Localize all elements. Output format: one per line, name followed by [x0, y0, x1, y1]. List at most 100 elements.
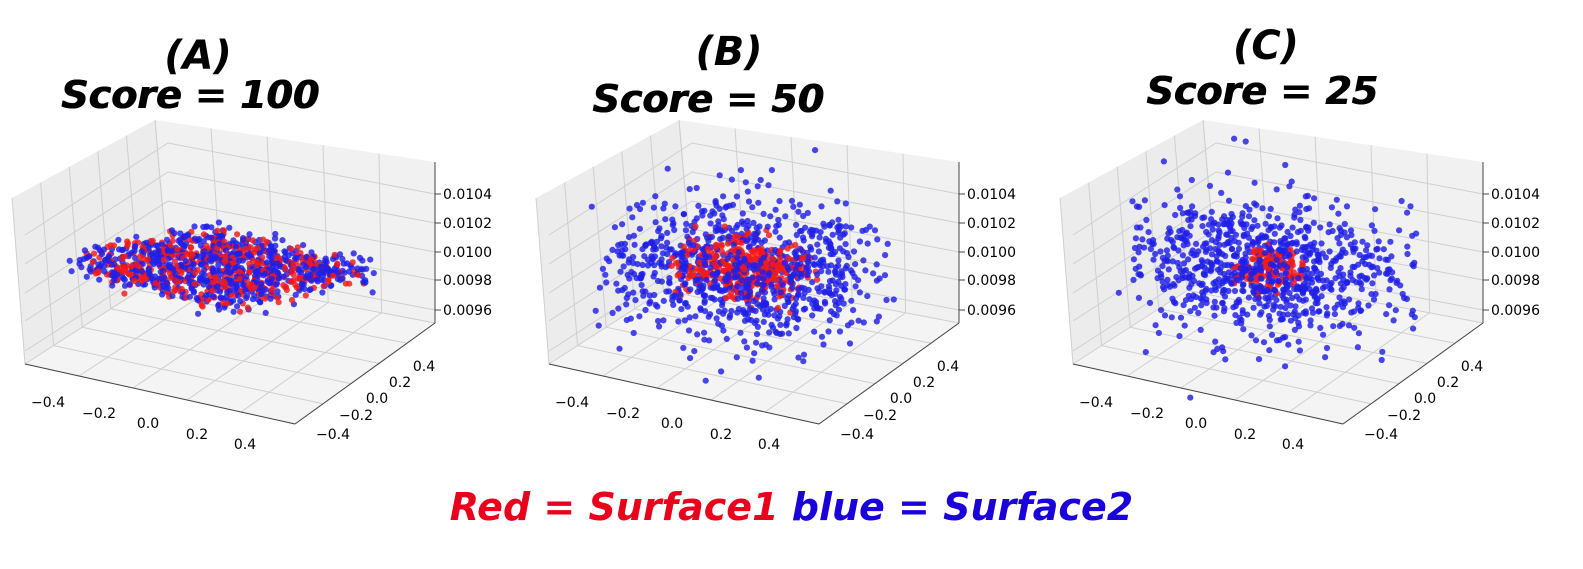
- point-surface2: [164, 247, 171, 254]
- point-surface2: [636, 313, 643, 320]
- point-surface2: [740, 309, 747, 316]
- point-surface2: [721, 307, 728, 314]
- point-surface2: [300, 261, 307, 268]
- point-surface2: [1180, 302, 1187, 309]
- point-surface2: [720, 327, 727, 334]
- point-surface2: [203, 292, 210, 299]
- point-surface2: [776, 234, 783, 241]
- point-surface1: [329, 272, 337, 279]
- point-surface2: [842, 281, 849, 288]
- point-surface1: [718, 248, 725, 255]
- point-surface1: [744, 230, 751, 237]
- point-surface2: [1285, 252, 1293, 259]
- point-surface2: [1277, 316, 1284, 323]
- point-surface2: [1346, 296, 1353, 303]
- point-surface2: [890, 296, 897, 303]
- point-surface2: [1137, 272, 1144, 279]
- point-surface2: [827, 245, 835, 252]
- point-surface1: [784, 245, 791, 252]
- point-surface2: [1311, 265, 1318, 272]
- point-surface1: [200, 231, 207, 238]
- point-surface2: [300, 242, 307, 249]
- point-surface2: [1202, 271, 1209, 279]
- point-surface2: [1382, 256, 1389, 263]
- point-surface2: [214, 267, 221, 274]
- point-surface2: [804, 209, 811, 217]
- point-surface1: [236, 275, 243, 282]
- grid-line: [1088, 182, 1372, 405]
- point-surface2: [1215, 276, 1222, 283]
- point-surface2: [835, 257, 842, 264]
- point-surface2: [243, 273, 250, 280]
- point-surface2: [156, 261, 163, 268]
- point-surface2: [232, 243, 240, 250]
- z-tick-label: 0.0104: [443, 187, 492, 203]
- point-surface1: [712, 244, 719, 251]
- point-surface2: [1199, 223, 1206, 230]
- point-surface2: [699, 246, 706, 253]
- point-surface2: [603, 279, 610, 286]
- point-surface2: [764, 223, 771, 230]
- point-surface2: [706, 337, 713, 344]
- point-surface2: [762, 300, 769, 307]
- point-surface2: [670, 301, 677, 308]
- point-surface2: [873, 261, 880, 268]
- x-tick-label: 0.4: [1282, 437, 1304, 453]
- point-surface2: [1371, 227, 1378, 234]
- point-surface1: [89, 259, 96, 266]
- point-surface2: [1228, 220, 1235, 227]
- point-surface2: [1303, 224, 1310, 231]
- point-surface2: [1211, 312, 1218, 319]
- point-surface2: [1239, 213, 1246, 220]
- point-surface2: [860, 257, 867, 264]
- x-axis-line: [548, 363, 820, 425]
- point-surface1: [133, 261, 140, 268]
- point-surface2: [281, 248, 288, 255]
- point-surface2: [692, 313, 699, 320]
- point-surface1: [288, 296, 296, 304]
- point-surface2: [115, 236, 122, 243]
- point-surface2: [1375, 238, 1382, 245]
- point-surface2: [1404, 243, 1411, 250]
- point-surface2: [873, 318, 880, 325]
- point-surface2: [1387, 277, 1394, 284]
- point-surface2: [339, 255, 346, 263]
- point-surface2: [1265, 213, 1272, 220]
- point-surface2: [336, 251, 344, 258]
- point-surface2: [240, 237, 247, 244]
- point-surface2: [1212, 338, 1219, 345]
- point-surface2: [1210, 304, 1217, 311]
- point-surface2: [1270, 302, 1277, 309]
- point-surface1: [244, 304, 251, 311]
- point-surface2: [744, 188, 751, 195]
- point-surface2: [1285, 341, 1292, 348]
- point-surface2: [1264, 287, 1271, 294]
- point-surface2: [1239, 307, 1246, 314]
- x-tick-label: 0.0: [1185, 416, 1207, 432]
- point-surface2: [1219, 280, 1226, 287]
- y-tick-label: 0.4: [413, 359, 435, 375]
- point-surface2: [684, 303, 691, 310]
- point-surface2: [843, 262, 850, 269]
- point-surface2: [1408, 311, 1415, 318]
- point-surface2: [1325, 229, 1332, 236]
- point-surface2: [215, 306, 223, 313]
- point-surface2: [722, 287, 729, 294]
- legend-surface1: Red = Surface1: [449, 485, 779, 529]
- point-surface2: [826, 221, 833, 228]
- point-surface2: [695, 202, 702, 209]
- point-surface2: [83, 273, 90, 280]
- point-surface2: [675, 318, 682, 325]
- point-surface2: [781, 302, 788, 310]
- x-tick-label: −0.4: [31, 395, 65, 411]
- point-surface2: [1219, 344, 1226, 351]
- point-surface2: [1145, 229, 1152, 236]
- point-surface2: [1212, 287, 1219, 294]
- grid-line: [1072, 142, 1484, 236]
- point-surface2: [1255, 356, 1263, 363]
- point-surface2: [687, 355, 694, 362]
- point-surface2: [800, 351, 808, 358]
- point-surface2: [672, 203, 679, 210]
- point-surface2: [1261, 242, 1268, 249]
- point-surface2: [795, 354, 802, 361]
